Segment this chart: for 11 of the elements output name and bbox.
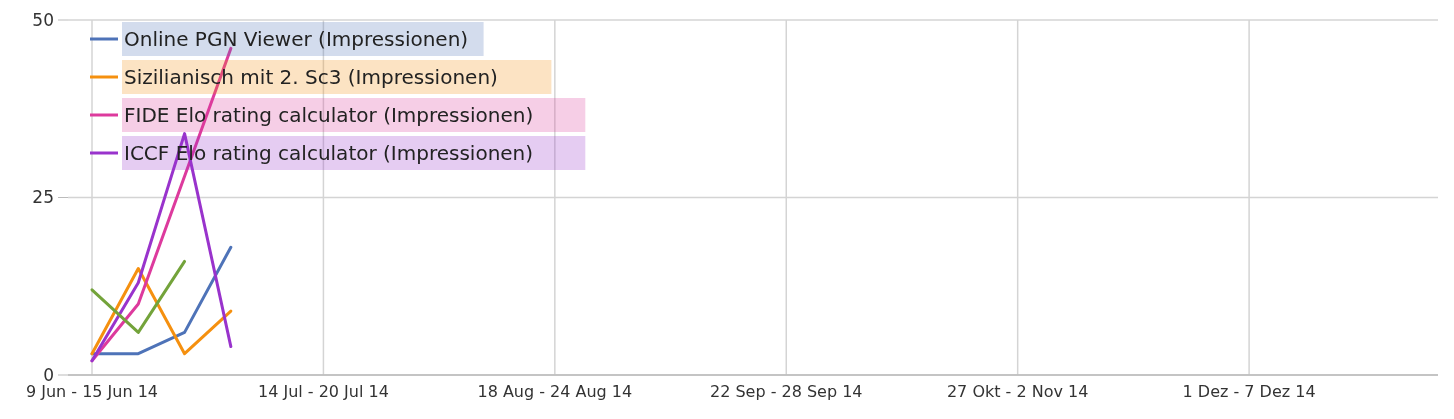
y-tick-label: 0 bbox=[43, 364, 54, 385]
x-tick-label: 9 Jun - 15 Jun 14 bbox=[25, 382, 159, 401]
x-tick-label: 18 Aug - 24 Aug 14 bbox=[477, 382, 633, 401]
x-tick-label: 22 Sep - 28 Sep 14 bbox=[709, 382, 863, 401]
y-tick-label: 50 bbox=[32, 9, 54, 30]
y-tick-label: 25 bbox=[32, 187, 54, 208]
x-tick-label: 27 Okt - 2 Nov 14 bbox=[946, 382, 1089, 401]
x-tick-label: 14 Jul - 20 Jul 14 bbox=[257, 382, 389, 401]
legend-label: FIDE Elo rating calculator (Impressionen) bbox=[124, 103, 534, 127]
legend-label: Online PGN Viewer (Impressionen) bbox=[124, 27, 469, 51]
x-tick-label: 1 Dez - 7 Dez 14 bbox=[1182, 382, 1316, 401]
